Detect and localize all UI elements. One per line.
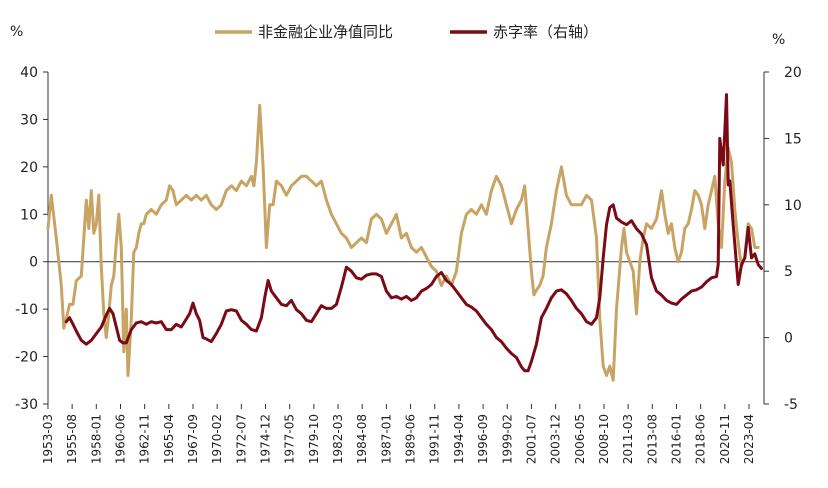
left-tick-label: 40 xyxy=(20,65,38,81)
x-tick-label: 2008-10 xyxy=(597,414,611,464)
x-tick-label: 1970-02 xyxy=(210,414,224,464)
x-tick-label: 1999-02 xyxy=(500,414,514,464)
right-tick-label: 20 xyxy=(784,65,802,81)
axes: 40 30 20 10 0 -10 -20 -30 20 15 10 5 0 -5 1953-03 1955-… xyxy=(15,65,802,464)
x-tick-label: 2020-11 xyxy=(718,414,732,464)
left-tick-label: -30 xyxy=(15,397,38,413)
x-tick-label: 2011-03 xyxy=(621,414,635,464)
left-axis-unit: % xyxy=(10,24,23,40)
x-tick-label: 2018-06 xyxy=(694,414,708,464)
right-tick-label: -5 xyxy=(784,397,798,413)
x-tick-label: 1982-03 xyxy=(331,414,345,464)
x-tick-label: 1955-08 xyxy=(65,414,79,464)
right-tick-label: 15 xyxy=(784,131,802,147)
x-tick-label: 1996-09 xyxy=(476,414,490,464)
x-tick-label: 1977-05 xyxy=(283,414,297,464)
left-tick-label: -10 xyxy=(15,302,38,318)
right-tick-label: 5 xyxy=(784,264,793,280)
x-tick-label: 1989-06 xyxy=(404,414,418,464)
right-tick-label: 0 xyxy=(784,331,793,347)
x-tick-label: 1991-11 xyxy=(428,414,442,464)
left-tick-label: -20 xyxy=(15,350,38,366)
legend-label-deficit: 赤字率（右轴） xyxy=(493,23,598,41)
series-layer xyxy=(46,93,763,382)
legend: 非金融企业净值同比 赤字率（右轴） xyxy=(215,23,598,41)
x-tick-label: 1962-11 xyxy=(138,414,152,464)
left-tick-label: 0 xyxy=(29,255,38,271)
right-axis-unit: % xyxy=(772,32,785,48)
x-tick-label: 1987-01 xyxy=(379,414,393,464)
x-tick-label: 1960-06 xyxy=(113,414,127,464)
left-tick-label: 30 xyxy=(20,112,38,128)
x-tick-label: 2016-01 xyxy=(669,414,683,464)
left-tick-label: 10 xyxy=(20,207,38,223)
left-tick-label: 20 xyxy=(20,160,38,176)
x-tick-label: 1965-04 xyxy=(162,414,176,464)
x-tick-label: 1958-01 xyxy=(89,414,103,464)
legend-label-net-worth: 非金融企业净值同比 xyxy=(258,23,393,41)
right-tick-label: 10 xyxy=(784,198,802,214)
x-tick-label: 2023-04 xyxy=(742,414,756,464)
series-line-deficit xyxy=(64,93,763,373)
x-tick-label: 2006-05 xyxy=(573,414,587,464)
x-tick-label: 2013-08 xyxy=(645,414,659,464)
x-tick-label: 1974-12 xyxy=(259,414,273,464)
x-tick-label: 1972-07 xyxy=(234,414,248,464)
x-tick-label: 1994-04 xyxy=(452,414,466,464)
x-tick-label: 1979-10 xyxy=(307,414,321,464)
x-tick-label: 1967-09 xyxy=(186,414,200,464)
series-line-net-worth xyxy=(46,103,760,382)
x-tick-label: 1984-08 xyxy=(355,414,369,464)
x-tick-label: 1953-03 xyxy=(41,414,55,464)
x-tick-label: 2001-07 xyxy=(524,414,538,464)
x-tick-label: 2003-12 xyxy=(549,414,563,464)
